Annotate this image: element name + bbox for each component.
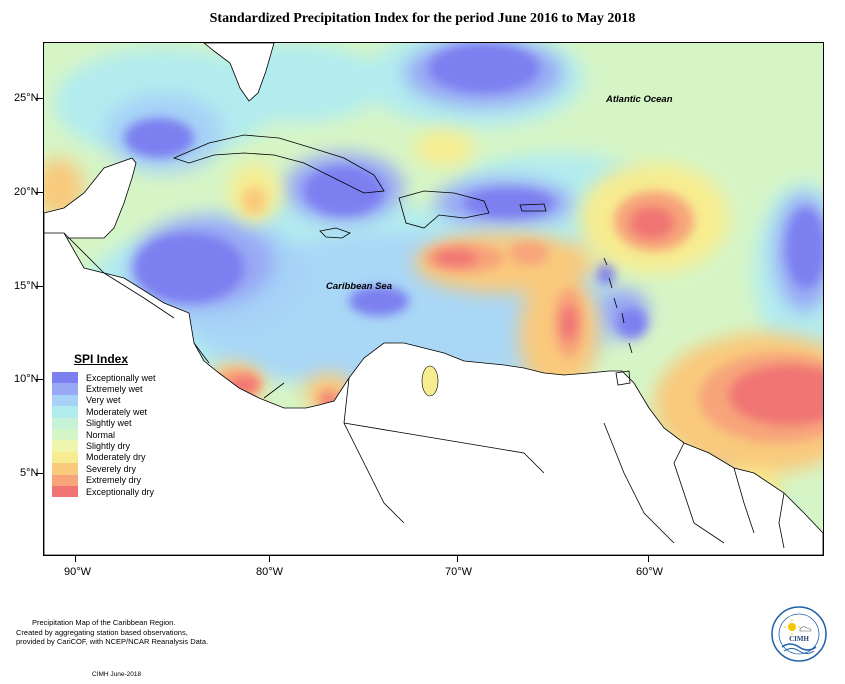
cuba xyxy=(172,134,385,194)
legend-swatch xyxy=(52,440,78,452)
legend-label: Severely dry xyxy=(86,463,137,474)
lat-label-20n: 20°N xyxy=(14,186,39,198)
legend-label: Exceptionally wet xyxy=(86,372,156,383)
country-borders xyxy=(603,422,785,549)
map-canvas xyxy=(44,43,823,555)
map-title: Standardized Precipitation Index for the… xyxy=(209,11,636,26)
lon-label-90w: 90°W xyxy=(64,566,92,578)
legend-label: Slightly wet xyxy=(86,418,132,429)
lat-label-5n: 5°N xyxy=(20,467,39,479)
footnote-line-1: Precipitation Map of the Caribbean Regio… xyxy=(32,618,176,627)
exceptionally-wet xyxy=(124,43,823,480)
legend-label: Moderately wet xyxy=(86,406,148,417)
jamaica xyxy=(319,227,351,239)
legend-swatch xyxy=(52,428,78,441)
lon-label-70w: 70°W xyxy=(445,566,473,578)
legend-item: Slightly dry xyxy=(50,440,156,452)
legend-swatch xyxy=(52,383,78,395)
legend-item: Slightly wet xyxy=(50,417,156,429)
legend-label: Moderately dry xyxy=(86,452,146,463)
footnote-line-3: provided by CariCOF, with NCEP/NCAR Rean… xyxy=(16,637,209,646)
interior-borders xyxy=(63,232,545,524)
legend-swatch xyxy=(52,394,78,407)
legend-label: Very wet xyxy=(86,395,121,406)
tick-10n xyxy=(36,379,43,380)
spi-legend: SPI Index Exceptionally wet Extremely wet… xyxy=(50,352,156,498)
island-feature xyxy=(421,365,439,397)
legend-label: Normal xyxy=(86,429,116,440)
legend-swatch xyxy=(52,485,78,498)
legend-item: Exceptionally dry xyxy=(50,485,156,498)
legend-swatch xyxy=(52,417,78,429)
sun-cloud-logo-icon: CIMH xyxy=(770,605,828,663)
logo-text: CIMH xyxy=(789,635,809,643)
lat-label-15n: 15°N xyxy=(14,280,39,292)
footnote: Precipitation Map of the Caribbean Regio… xyxy=(16,618,208,647)
legend-item: Exceptionally wet xyxy=(50,372,156,384)
legend-label: Extremely dry xyxy=(86,475,142,486)
tick-15n xyxy=(36,286,43,287)
tick-25n xyxy=(36,98,43,99)
legend-swatch xyxy=(52,474,78,486)
legend-item: Moderately wet xyxy=(50,406,156,418)
hispaniola xyxy=(398,190,490,229)
legend-item: Normal xyxy=(50,428,156,441)
lat-label-10n: 10°N xyxy=(14,373,39,385)
legend-swatch xyxy=(52,463,78,475)
tick-60w xyxy=(648,555,649,562)
atlantic-ocean-label: Atlantic Ocean xyxy=(606,94,673,105)
legend-item: Moderately dry xyxy=(50,451,156,464)
tick-5n xyxy=(36,473,43,474)
spi-map xyxy=(43,42,824,556)
legend-swatch xyxy=(52,372,78,384)
legend-item: Extremely dry xyxy=(50,474,156,486)
footnote-line-2: Created by aggregating station based obs… xyxy=(16,627,188,637)
lesser-antilles xyxy=(603,257,633,354)
legend-label: Slightly dry xyxy=(86,441,131,452)
tick-20n xyxy=(36,192,43,193)
trinidad xyxy=(615,370,631,386)
lon-label-60w: 60°W xyxy=(636,566,664,578)
org-date: CIMH June-2018 xyxy=(92,671,142,678)
tick-80w xyxy=(269,555,270,562)
legend-rows: Exceptionally wet Extremely wet Very wet Mo… xyxy=(50,372,156,498)
lon-label-80w: 80°W xyxy=(256,566,284,578)
yucatan xyxy=(44,157,137,239)
tick-70w xyxy=(457,555,458,562)
tick-90w xyxy=(75,555,76,562)
florida xyxy=(203,43,275,102)
lat-label-25n: 25°N xyxy=(14,92,39,104)
legend-title: SPI Index xyxy=(74,352,129,366)
legend-label: Extremely wet xyxy=(86,384,143,395)
legend-label: Exceptionally dry xyxy=(86,486,155,497)
caribbean-sea-label: Caribbean Sea xyxy=(326,281,392,292)
legend-item: Very wet xyxy=(50,394,156,407)
exceptionally-dry xyxy=(229,207,823,425)
puerto-rico xyxy=(519,203,547,212)
legend-item: Severely dry xyxy=(50,463,156,475)
legend-swatch xyxy=(52,406,78,418)
legend-item: Extremely wet xyxy=(50,383,156,395)
legend-swatch xyxy=(52,451,78,464)
